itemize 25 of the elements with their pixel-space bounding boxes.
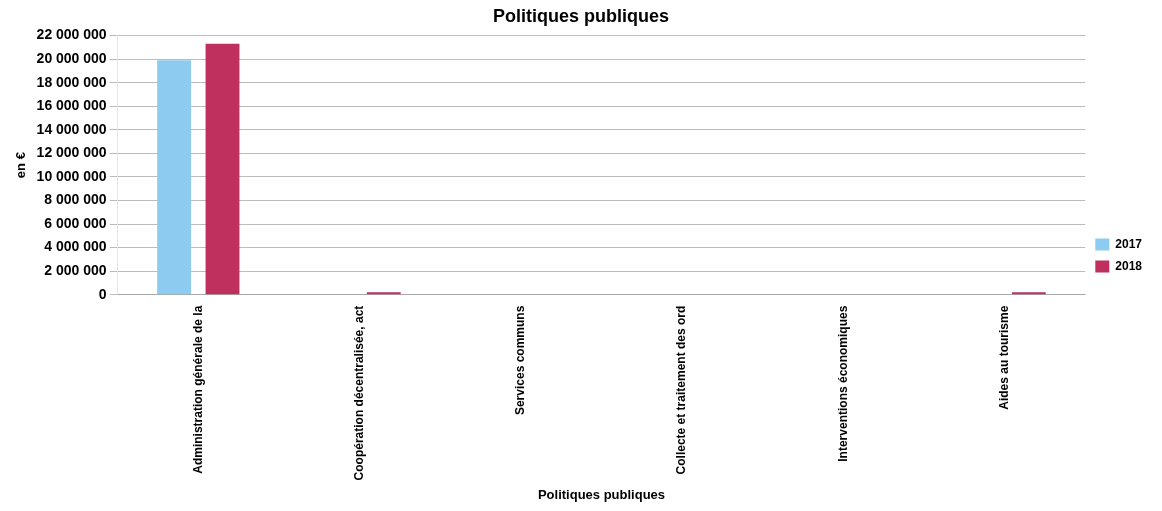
y-tick-label: 2 000 000 — [44, 261, 107, 278]
bar — [157, 60, 192, 295]
x-axis-title: Politiques publiques — [537, 486, 666, 502]
y-tick-label: 16 000 000 — [36, 97, 107, 114]
y-tick-label: 14 000 000 — [36, 120, 107, 137]
y-tick-label: 22 000 000 — [36, 26, 107, 43]
y-tick-label: 0 — [98, 285, 107, 302]
legend-label: 2018 — [1115, 258, 1143, 273]
y-tick-label: 6 000 000 — [44, 214, 107, 231]
x-tick-label: Services communs — [513, 305, 528, 416]
x-tick-label: Aides au tourisme — [996, 305, 1011, 410]
y-tick-label: 10 000 000 — [36, 167, 107, 184]
y-tick-label: 8 000 000 — [44, 191, 107, 208]
y-tick-label: 20 000 000 — [36, 50, 107, 67]
chart-title: Politiques publiques — [492, 5, 670, 26]
legend-label: 2017 — [1115, 236, 1143, 251]
x-tick-label: Coopération décentralisée, act — [351, 305, 366, 481]
x-tick-label: Administration générale de la — [190, 305, 205, 474]
x-tick-label: Interventions économiques — [835, 305, 850, 462]
y-tick-label: 4 000 000 — [44, 238, 107, 255]
x-tick-label: Collecte et traitement des ord — [674, 305, 689, 475]
y-tick-label: 12 000 000 — [36, 144, 107, 161]
y-axis-title: en € — [13, 152, 29, 179]
bar — [205, 43, 240, 295]
y-tick-label: 18 000 000 — [36, 73, 107, 90]
